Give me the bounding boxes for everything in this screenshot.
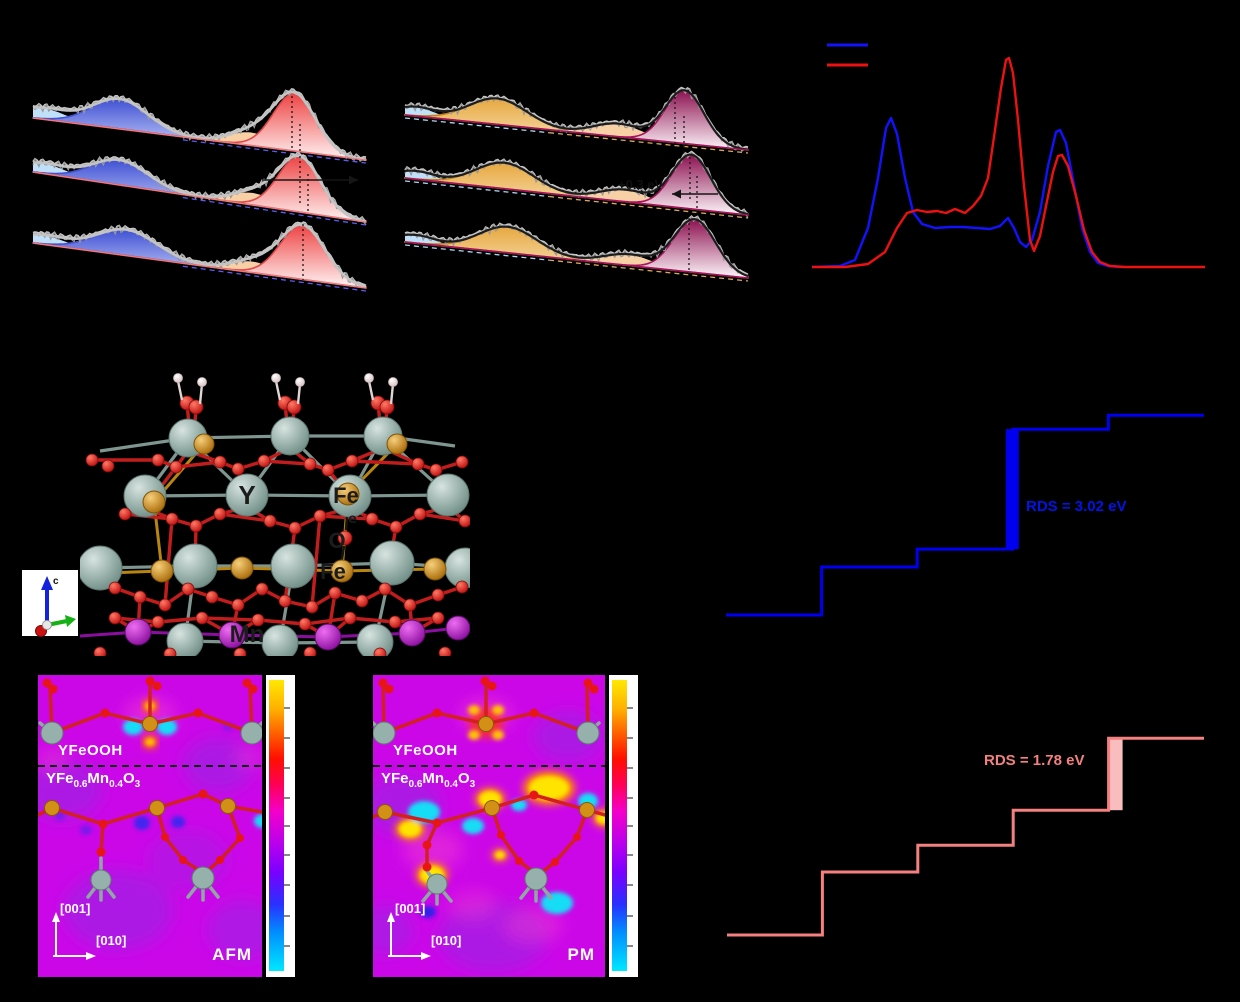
axes-origin: [42, 620, 52, 630]
o-atoms: [85, 395, 470, 656]
mn-label: Mn: [230, 621, 265, 648]
h-atoms: [173, 373, 398, 405]
pm-map-art: [373, 675, 605, 977]
fe-atoms: [142, 433, 447, 583]
y-label: Y: [238, 480, 255, 510]
crystal-structure: Y Fe e⁻ O Fe Mn: [80, 373, 470, 656]
formula-o: O: [458, 770, 470, 787]
formula-sub3: 3: [134, 779, 141, 790]
direction-001-label: [001]: [60, 901, 91, 916]
c-axis-label: c: [53, 576, 59, 587]
pm-top-layer-label: YFeOOH: [393, 742, 458, 759]
afm-structure-atoms: [40, 676, 262, 891]
rds-label-pm: RDS = 1.78 eV: [984, 752, 1085, 769]
pm-formula-label: YFe0.6Mn0.4O3: [381, 770, 475, 790]
formula-prefix: YFe: [381, 770, 409, 787]
afm-formula-label: YFe0.6Mn0.4O3: [46, 770, 140, 790]
formula-mid: Mn: [422, 770, 445, 787]
charge-density-map-pm: YFeOOH YFe0.6Mn0.4O3 [001] [010] PM: [373, 675, 605, 977]
colorbar-pm-ticks: [627, 707, 633, 947]
y-atoms: [80, 416, 470, 656]
structure-labels: Y Fe e⁻ O Fe Mn: [230, 480, 364, 648]
direction-010-label-pm: [010]: [431, 933, 462, 948]
phase-label-pm: PM: [567, 945, 595, 964]
afm-direction-arrows: [52, 912, 96, 960]
formula-mid: Mn: [87, 770, 110, 787]
direction-001-label-pm: [001]: [395, 901, 426, 916]
direction-010-label: [010]: [96, 933, 127, 948]
formula-sub2: 0.4: [109, 779, 123, 790]
formula-sub2: 0.4: [444, 779, 458, 790]
rds-label-afm: RDS = 3.02 eV: [1026, 498, 1127, 515]
fe-mid-label: Fe: [320, 559, 346, 584]
colorbar-pm: [609, 675, 638, 977]
colorbar-afm: [266, 675, 295, 977]
fe-top-label: Fe: [333, 483, 359, 508]
formula-sub1: 0.6: [408, 779, 423, 790]
peak-shift-annotation: +0.3 eV: [618, 177, 664, 192]
pm-structure-atoms: [373, 676, 600, 895]
afm-map-art: [38, 675, 262, 977]
o-label: O: [328, 528, 345, 553]
pm-direction-arrows: [387, 912, 431, 960]
phase-label-afm: AFM: [212, 945, 252, 964]
afm-top-layer-label: YFeOOH: [58, 742, 123, 759]
axes-widget: c: [22, 570, 78, 637]
c-axis-arrowhead: [41, 576, 53, 590]
colorbar-afm-gradient: [269, 680, 284, 971]
formula-sub3: 3: [469, 779, 476, 790]
b-axis-arrowhead: [65, 615, 76, 627]
electron-label: e⁻: [348, 512, 364, 527]
formula-prefix: YFe: [46, 770, 74, 787]
charge-density-map-afm: YFeOOH YFe0.6Mn0.4O3 [001] [010] AFM: [38, 675, 262, 977]
colorbar-pm-gradient: [612, 680, 627, 971]
formula-o: O: [123, 770, 135, 787]
formula-sub1: 0.6: [73, 779, 88, 790]
mn-atoms: [124, 615, 470, 651]
colorbar-afm-ticks: [284, 707, 290, 947]
